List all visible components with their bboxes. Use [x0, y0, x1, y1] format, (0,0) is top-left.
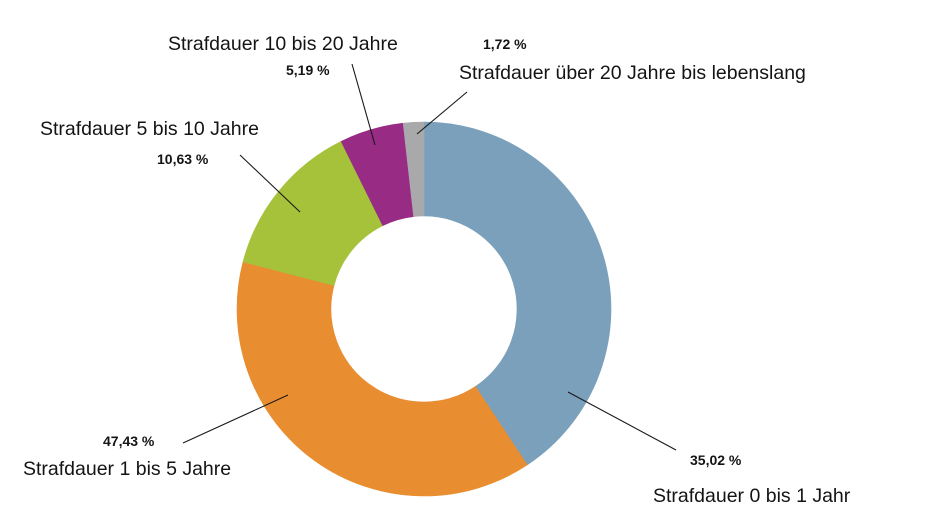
leader-line	[416, 91, 468, 135]
donut-slice-5	[402, 121, 425, 217]
donut-slice-1	[423, 121, 612, 466]
slice-label-10-20-percent: 5,19 %	[286, 62, 330, 78]
slice-label-20-lebenslang-percent: 1,72 %	[483, 36, 527, 52]
slice-label-0-1-category: Strafdauer 0 bis 1 Jahr	[653, 485, 851, 507]
slice-label-20-lebenslang-category: Strafdauer über 20 Jahre bis lebenslang	[459, 62, 806, 84]
slice-label-1-5-percent: 47,43 %	[103, 433, 155, 449]
donut-slice-3	[242, 140, 384, 286]
leader-line	[567, 391, 677, 451]
slice-label-5-10-category: Strafdauer 5 bis 10 Jahre	[40, 118, 259, 140]
leader-lines	[182, 63, 677, 451]
slice-label-0-1-percent: 35,02 %	[690, 452, 742, 468]
leader-line	[239, 154, 301, 213]
slice-label-1-5-category: Strafdauer 1 bis 5 Jahre	[23, 458, 232, 480]
donut-slice-2	[236, 261, 528, 497]
slice-label-10-20-category: Strafdauer 10 bis 20 Jahre	[168, 33, 398, 55]
slice-label-5-10-percent: 10,63 %	[157, 151, 209, 167]
leader-line	[351, 63, 376, 146]
leader-line	[182, 394, 289, 444]
donut-slices	[236, 121, 612, 497]
